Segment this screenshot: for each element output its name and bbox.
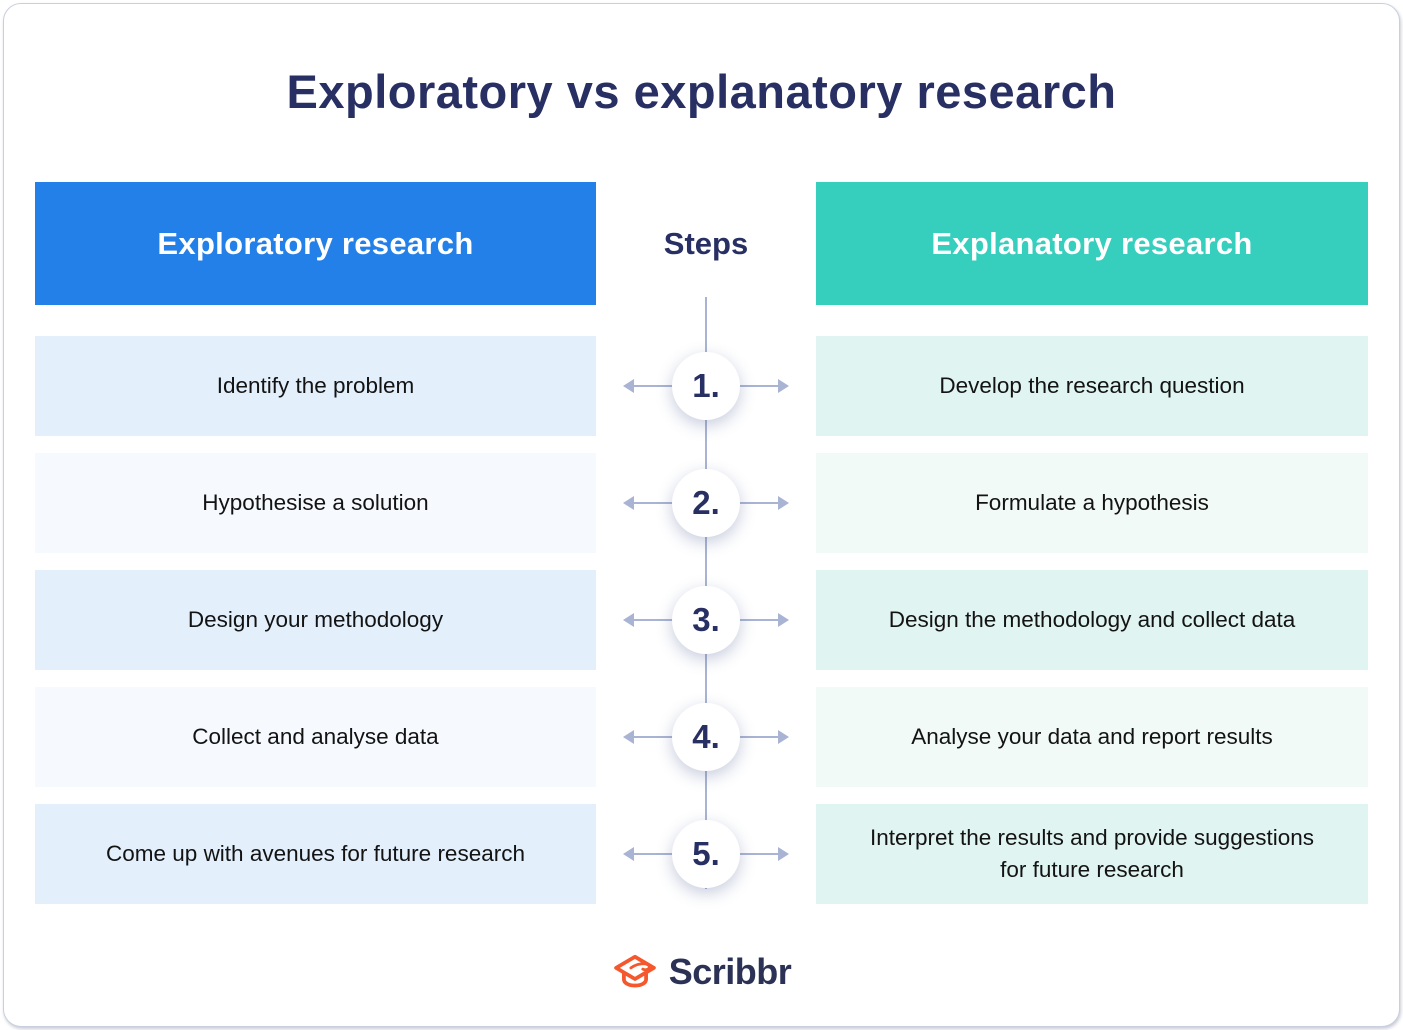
- explanatory-rows: Develop the research question Formulate …: [816, 336, 1368, 905]
- step-1-badge: 1.: [672, 352, 740, 421]
- step-marker-2: 2.: [596, 453, 816, 553]
- arrow-left-icon: [623, 496, 634, 511]
- step-5-badge: 5.: [672, 820, 740, 889]
- arrow-right-icon: [778, 613, 789, 628]
- page-title: Exploratory vs explanatory research: [286, 65, 1117, 118]
- exploratory-step-4: Collect and analyse data: [35, 687, 596, 788]
- column-explanatory: Explanatory research Develop the researc…: [816, 182, 1368, 905]
- explanatory-step-4: Analyse your data and report results: [816, 687, 1368, 788]
- exploratory-step-2: Hypothesise a solution: [35, 453, 596, 554]
- exploratory-rows: Identify the problem Hypothesise a solut…: [35, 336, 596, 905]
- arrow-right-icon: [778, 496, 789, 511]
- explanatory-step-5: Interpret the results and provide sugges…: [816, 804, 1368, 905]
- step-marker-1: 1.: [596, 336, 816, 436]
- steps-track: 1. 2. 3.: [596, 297, 816, 904]
- arrow-right-icon: [778, 730, 789, 745]
- step-3-badge: 3.: [672, 586, 740, 655]
- exploratory-header: Exploratory research: [35, 182, 596, 306]
- arrow-left-icon: [623, 613, 634, 628]
- arrow-right-icon: [778, 847, 789, 862]
- steps-header: Steps: [663, 225, 749, 261]
- brand-wordmark: Scribbr: [668, 951, 792, 993]
- step-marker-3: 3.: [596, 570, 816, 670]
- step-4-badge: 4.: [672, 703, 740, 772]
- exploratory-step-5: Come up with avenues for future research: [35, 804, 596, 905]
- explanatory-step-3: Design the methodology and collect data: [816, 570, 1368, 671]
- explanatory-step-1: Develop the research question: [816, 336, 1368, 437]
- exploratory-step-1: Identify the problem: [35, 336, 596, 437]
- arrow-left-icon: [623, 730, 634, 745]
- explanatory-step-2: Formulate a hypothesis: [816, 453, 1368, 554]
- graduation-cap-icon: [612, 951, 658, 993]
- step-2-badge: 2.: [672, 469, 740, 538]
- infographic-card: Exploratory vs explanatory research Expl…: [3, 3, 1400, 1027]
- step-marker-4: 4.: [596, 687, 816, 787]
- brand-footer: Scribbr: [4, 951, 1399, 993]
- arrow-left-icon: [623, 847, 634, 862]
- explanatory-header: Explanatory research: [816, 182, 1368, 306]
- exploratory-step-3: Design your methodology: [35, 570, 596, 671]
- step-marker-5: 5.: [596, 804, 816, 904]
- comparison-grid: Exploratory research Identify the proble…: [35, 182, 1368, 905]
- column-exploratory: Exploratory research Identify the proble…: [35, 182, 596, 905]
- arrow-right-icon: [778, 379, 789, 394]
- column-steps: Steps 1. 2.: [596, 182, 816, 904]
- arrow-left-icon: [623, 379, 634, 394]
